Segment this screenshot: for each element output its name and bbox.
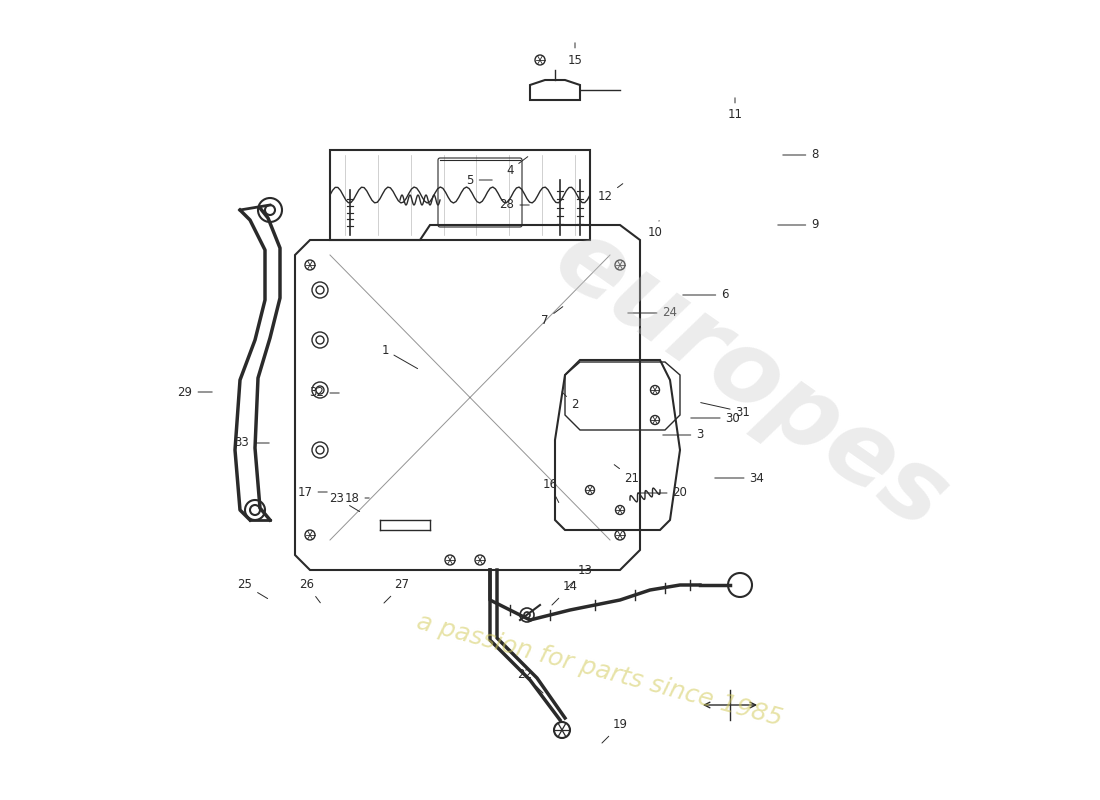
Text: 27: 27 xyxy=(384,578,409,603)
Text: 9: 9 xyxy=(778,218,818,231)
Text: 29: 29 xyxy=(177,386,212,398)
Text: 5: 5 xyxy=(466,174,492,186)
Text: 4: 4 xyxy=(506,157,528,177)
Text: 6: 6 xyxy=(683,289,728,302)
Text: 16: 16 xyxy=(542,478,559,502)
Text: 13: 13 xyxy=(566,563,593,588)
Text: 11: 11 xyxy=(727,98,742,122)
Text: 7: 7 xyxy=(541,306,563,326)
Text: 15: 15 xyxy=(568,42,582,66)
Text: 2: 2 xyxy=(562,392,579,411)
Text: 1: 1 xyxy=(382,343,418,369)
Text: 33: 33 xyxy=(234,437,270,450)
Text: 34: 34 xyxy=(715,471,764,485)
Text: 31: 31 xyxy=(701,402,750,418)
Text: 17: 17 xyxy=(297,486,327,498)
Text: 8: 8 xyxy=(783,149,818,162)
Text: 30: 30 xyxy=(691,411,740,425)
Text: 14: 14 xyxy=(552,581,578,605)
Text: 25: 25 xyxy=(238,578,267,598)
Text: 21: 21 xyxy=(614,465,639,485)
Text: 22: 22 xyxy=(517,669,543,693)
Text: 24: 24 xyxy=(628,306,678,319)
Text: 18: 18 xyxy=(344,491,370,505)
Text: 26: 26 xyxy=(299,578,320,602)
Text: 19: 19 xyxy=(602,718,627,743)
Text: europes: europes xyxy=(536,210,965,550)
Text: 32: 32 xyxy=(309,386,339,399)
Text: 10: 10 xyxy=(648,221,662,239)
Text: 12: 12 xyxy=(597,184,623,203)
Text: 20: 20 xyxy=(638,486,688,499)
Text: 28: 28 xyxy=(499,198,529,211)
Text: 3: 3 xyxy=(663,429,704,442)
Text: 23: 23 xyxy=(330,491,360,511)
Text: a passion for parts since 1985: a passion for parts since 1985 xyxy=(415,610,785,730)
